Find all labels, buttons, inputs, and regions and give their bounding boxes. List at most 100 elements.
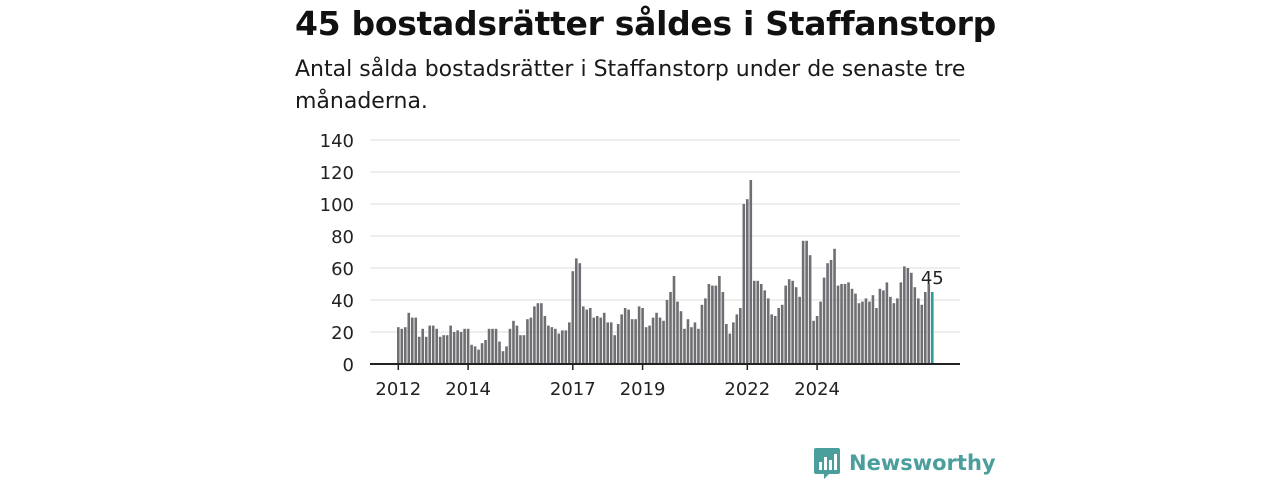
x-tick-label: 2019 (620, 379, 666, 400)
bar (759, 284, 763, 364)
y-tick-label: 20 (331, 323, 354, 344)
bar (609, 322, 613, 364)
bar (501, 351, 505, 364)
bar (417, 336, 421, 364)
bar (889, 296, 892, 364)
bar (707, 284, 711, 364)
bar (805, 240, 808, 364)
bar (634, 319, 637, 364)
bar (903, 266, 906, 364)
brand-name: Newsworthy (849, 451, 996, 475)
bar (564, 330, 568, 364)
bar (557, 333, 561, 364)
bar (491, 328, 494, 364)
bar (794, 287, 798, 364)
brand-logo: Newsworthy (813, 446, 996, 480)
x-tick-label: 2017 (550, 379, 596, 400)
bar (494, 328, 498, 364)
bar (540, 303, 543, 364)
bar (725, 324, 728, 364)
y-tick-label: 80 (331, 227, 354, 248)
bar (746, 199, 749, 364)
bar (438, 336, 442, 364)
bar (836, 285, 840, 364)
bar (868, 301, 871, 364)
bar (595, 316, 599, 364)
bar (739, 308, 742, 364)
bar (480, 343, 484, 364)
bar (456, 330, 459, 364)
bar (714, 285, 718, 364)
y-tick-label: 140 (320, 131, 354, 152)
bar (854, 293, 857, 364)
bar (644, 327, 648, 364)
bar (906, 268, 910, 364)
bar (515, 325, 519, 364)
bar (700, 304, 704, 364)
x-tick-label: 2012 (375, 379, 421, 400)
bar (686, 319, 690, 364)
bar (829, 260, 833, 364)
bar (843, 284, 847, 364)
bar (651, 317, 655, 364)
bar (522, 335, 526, 364)
bar (655, 312, 658, 364)
y-tick-label: 0 (343, 355, 354, 376)
bar (606, 322, 609, 364)
bar (571, 271, 575, 364)
bar (819, 301, 822, 364)
bar (913, 287, 917, 364)
bar (861, 301, 864, 364)
bar (833, 248, 836, 364)
bar (923, 292, 927, 364)
bar (435, 328, 438, 364)
bar (658, 317, 662, 364)
bar (512, 320, 515, 364)
bar (529, 317, 533, 364)
bar (718, 276, 721, 364)
bar (536, 303, 540, 364)
bar (787, 279, 791, 364)
y-tick-label: 120 (320, 163, 354, 184)
bar (637, 306, 641, 364)
bar (917, 298, 920, 364)
bar (470, 344, 473, 364)
x-tick-label: 2014 (445, 379, 491, 400)
highlight-value-label: 45 (921, 268, 944, 289)
y-tick-label: 60 (331, 259, 354, 280)
bar (690, 327, 693, 364)
bar (815, 316, 819, 364)
bar (533, 306, 536, 364)
bar (445, 335, 449, 364)
bar (592, 317, 596, 364)
bar (840, 284, 843, 364)
bar (892, 303, 896, 364)
bar (801, 240, 805, 364)
bar (780, 304, 784, 364)
bar (414, 317, 418, 364)
bar (463, 328, 466, 364)
bar (770, 314, 774, 364)
bar (648, 325, 651, 364)
bar (498, 341, 501, 364)
bar (777, 308, 781, 364)
bar (910, 272, 913, 364)
bar (508, 328, 512, 364)
bar (452, 332, 456, 364)
bar (561, 330, 564, 364)
bar (526, 319, 529, 364)
bar (616, 324, 620, 364)
bar-highlight (930, 292, 934, 364)
bar (791, 280, 794, 364)
bar (550, 327, 554, 364)
bar (878, 288, 882, 364)
bar (403, 327, 407, 364)
bar (397, 327, 400, 364)
bar (735, 314, 739, 364)
bar (749, 180, 753, 364)
bar (857, 303, 861, 364)
bar (672, 276, 676, 364)
bar (519, 335, 522, 364)
bar (822, 277, 826, 364)
bar (662, 320, 665, 364)
